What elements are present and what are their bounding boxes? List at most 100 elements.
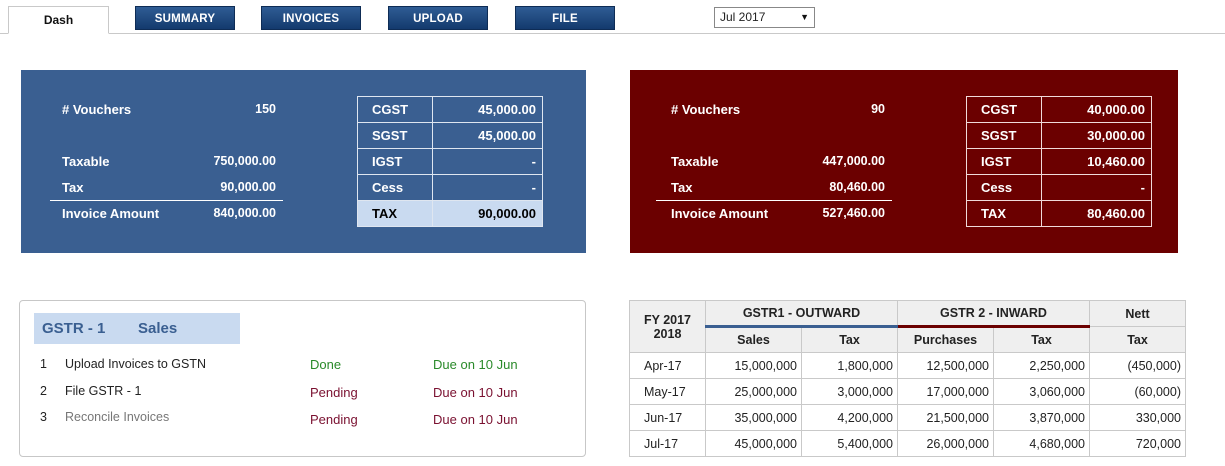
gstr1-title-left: GSTR - 1 (42, 320, 106, 337)
purchases-cell: 17,000,000 (897, 378, 994, 405)
tax-grid-total-row: TAX 80,460.00 (966, 200, 1152, 227)
task-due: Due on 10 Jun (433, 357, 518, 372)
group-header-inward: GSTR 2 - INWARD (897, 300, 1090, 328)
tax-grid-row: Cess - (357, 174, 543, 201)
tax-grid-row: IGST - (357, 148, 543, 175)
purchases-cell: 12,500,000 (897, 352, 994, 379)
tax-grid-value: 10,460.00 (1041, 148, 1152, 175)
file-button[interactable]: FILE (515, 6, 615, 30)
table-row: Jul-17 45,000,000 5,400,000 26,000,000 4… (629, 430, 1186, 457)
tax-grid-row: CGST 40,000.00 (966, 96, 1152, 123)
sales-tax-cell: 3,000,000 (801, 378, 898, 405)
tax-grid-row: CGST 45,000.00 (357, 96, 543, 123)
col-header-purchase-tax: Tax (993, 326, 1090, 353)
fy-label-line1: FY 2017 (643, 312, 692, 327)
task-name[interactable]: Reconcile Invoices (65, 410, 170, 424)
vouchers-value: 90 (871, 102, 885, 116)
taxable-label: Taxable (671, 154, 719, 169)
task-number: 3 (40, 410, 47, 424)
month-cell: Jul-17 (629, 430, 706, 457)
purchases-cell: 26,000,000 (897, 430, 994, 457)
month-cell: Jun-17 (629, 404, 706, 431)
period-select[interactable]: Jul 2017 ▼ (714, 7, 815, 28)
taxable-value: 750,000.00 (213, 154, 276, 168)
fy-label-line2: 2018 (653, 326, 682, 341)
vouchers-value: 150 (255, 102, 276, 116)
tax-grid-total-row: TAX 90,000.00 (357, 200, 543, 227)
tax-grid-value: 90,000.00 (432, 200, 543, 227)
tax-grid-value: 30,000.00 (1041, 122, 1152, 149)
summary-button[interactable]: SUMMARY (135, 6, 235, 30)
tax-grid-label: TAX (966, 200, 1042, 227)
tax-grid-row: SGST 45,000.00 (357, 122, 543, 149)
tax-grid-label: TAX (357, 200, 433, 227)
table-row: May-17 25,000,000 3,000,000 17,000,000 3… (629, 378, 1186, 405)
tab-dash[interactable]: Dash (8, 6, 109, 34)
tax-grid-row: SGST 30,000.00 (966, 122, 1152, 149)
task-name[interactable]: File GSTR - 1 (65, 384, 142, 398)
gstr1-task-row: 2 File GSTR - 1 Pending Due on 10 Jun (40, 384, 570, 404)
tax-grid-value: - (1041, 174, 1152, 201)
tax-label: Tax (62, 180, 84, 195)
task-due: Due on 10 Jun (433, 412, 518, 427)
fy-label-cell: FY 2017 2018 (629, 300, 706, 353)
nett-tax-cell: (450,000) (1089, 352, 1186, 379)
gstr1-title: GSTR - 1 Sales (34, 313, 240, 344)
table-row: Apr-17 15,000,000 1,800,000 12,500,000 2… (629, 352, 1186, 379)
invoice-amount-label: Invoice Amount (62, 206, 160, 221)
table-row: Jun-17 35,000,000 4,200,000 21,500,000 3… (629, 404, 1186, 431)
vouchers-label: # Vouchers (671, 102, 741, 117)
tax-grid-value: 45,000.00 (432, 96, 543, 123)
gstr1-task-row: 3 Reconcile Invoices Pending Due on 10 J… (40, 410, 570, 430)
purchases-cell: 21,500,000 (897, 404, 994, 431)
tax-grid-label: Cess (966, 174, 1042, 201)
tax-grid-value: 45,000.00 (432, 122, 543, 149)
fy-monthly-table: FY 2017 2018 GSTR1 - OUTWARD GSTR 2 - IN… (629, 300, 1186, 457)
summary-divider (656, 200, 892, 201)
period-select-value: Jul 2017 (720, 10, 766, 24)
tax-grid-label: SGST (966, 122, 1042, 149)
upload-button[interactable]: UPLOAD (388, 6, 488, 30)
tax-grid-value: - (432, 174, 543, 201)
gstr1-task-row: 1 Upload Invoices to GSTN Done Due on 10… (40, 357, 570, 377)
sales-summary-panel: # Vouchers 150 Taxable 750,000.00 Tax 90… (21, 70, 586, 253)
tax-grid-row: Cess - (966, 174, 1152, 201)
nett-tax-cell: (60,000) (1089, 378, 1186, 405)
task-due: Due on 10 Jun (433, 385, 518, 400)
col-header-nett-tax: Tax (1089, 326, 1186, 353)
tax-grid-label: SGST (357, 122, 433, 149)
gstr1-task-box: GSTR - 1 Sales 1 Upload Invoices to GSTN… (19, 300, 586, 457)
sales-cell: 35,000,000 (705, 404, 802, 431)
tax-grid-label: Cess (357, 174, 433, 201)
invoice-amount-value: 840,000.00 (213, 206, 276, 220)
purchase-tax-cell: 3,060,000 (993, 378, 1090, 405)
tax-label: Tax (671, 180, 693, 195)
col-header-purchases: Purchases (897, 326, 994, 353)
tax-grid-value: - (432, 148, 543, 175)
group-header-nett: Nett (1089, 300, 1186, 327)
purchase-summary-panel: # Vouchers 90 Taxable 447,000.00 Tax 80,… (630, 70, 1178, 253)
gstr1-title-right: Sales (138, 320, 178, 337)
tax-grid-value: 80,460.00 (1041, 200, 1152, 227)
tax-grid-label: IGST (357, 148, 433, 175)
task-name[interactable]: Upload Invoices to GSTN (65, 357, 207, 371)
summary-divider (50, 200, 283, 201)
purchase-tax-cell: 4,680,000 (993, 430, 1090, 457)
tax-grid-label: CGST (966, 96, 1042, 123)
task-status: Done (310, 357, 342, 372)
task-status: Pending (310, 385, 358, 400)
col-header-sales-tax: Tax (801, 326, 898, 353)
sales-tax-cell: 1,800,000 (801, 352, 898, 379)
tab-bar-divider (0, 33, 1225, 34)
task-number: 2 (40, 384, 47, 398)
invoice-amount-label: Invoice Amount (671, 206, 769, 221)
tax-value: 80,460.00 (829, 180, 885, 194)
month-cell: May-17 (629, 378, 706, 405)
sales-tax-cell: 4,200,000 (801, 404, 898, 431)
tax-value: 90,000.00 (220, 180, 276, 194)
col-header-sales: Sales (705, 326, 802, 353)
sales-cell: 25,000,000 (705, 378, 802, 405)
taxable-label: Taxable (62, 154, 110, 169)
sales-cell: 45,000,000 (705, 430, 802, 457)
invoices-button[interactable]: INVOICES (261, 6, 361, 30)
